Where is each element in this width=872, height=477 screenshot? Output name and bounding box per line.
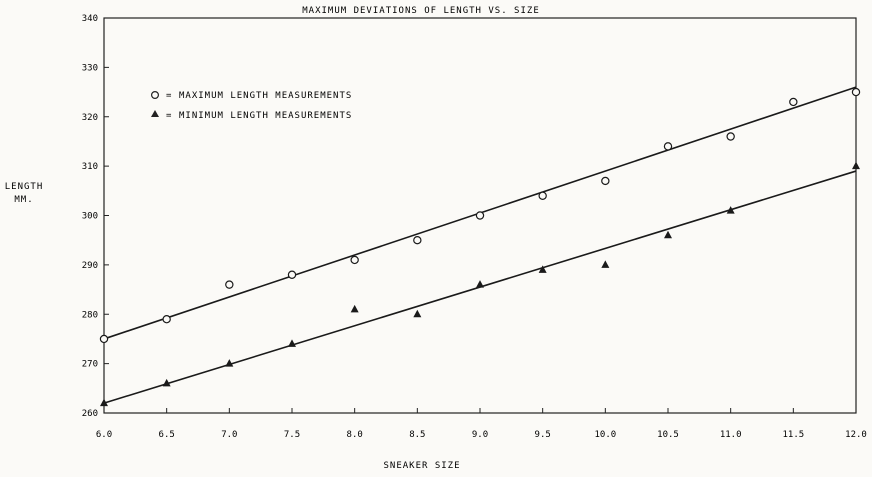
x-tick-label: 11.0 <box>720 430 742 440</box>
x-tick-label: 8.5 <box>409 430 425 440</box>
point-min <box>288 339 296 347</box>
x-tick-label: 9.0 <box>472 430 488 440</box>
chart-title: MAXIMUM DEVIATIONS OF LENGTH VS. SIZE <box>302 6 539 16</box>
legend: = MAXIMUM LENGTH MEASUREMENTS = MINIMUM … <box>151 90 352 121</box>
point-max <box>99 334 109 344</box>
y-axis-ticks: 260 270 280 290 300 310 320 330 340 <box>82 14 109 419</box>
legend-eq-min: = <box>166 111 172 121</box>
point-max <box>287 270 297 279</box>
point-max <box>538 191 547 200</box>
x-tick-label: 10.5 <box>657 430 679 440</box>
y-tick-label: 290 <box>82 261 98 271</box>
x-tick-label: 7.5 <box>284 430 300 440</box>
point-max <box>851 87 861 97</box>
x-axis-ticks: 6.0 6.5 7.0 7.5 8.0 8.5 9.0 9.5 10.0 10.5 11.0 11.5… <box>96 408 867 440</box>
point-min <box>476 280 484 288</box>
x-axis-label: SNEAKER SIZE <box>383 461 460 471</box>
legend-label-max: MAXIMUM LENGTH MEASUREMENTS <box>179 91 352 101</box>
x-tick-label: 12.0 <box>845 430 867 440</box>
x-tick-label: 6.0 <box>96 430 112 440</box>
point-max <box>726 132 735 141</box>
legend-marker-max <box>151 90 160 99</box>
y-tick-label: 320 <box>82 113 98 123</box>
y-tick-label: 260 <box>82 409 98 419</box>
point-min <box>538 265 547 273</box>
legend-eq-max: = <box>166 91 172 101</box>
point-max <box>413 235 422 245</box>
y-tick-label: 340 <box>82 14 98 24</box>
y-tick-label: 310 <box>82 162 98 172</box>
point-max <box>162 314 171 324</box>
point-max <box>225 280 234 289</box>
point-min <box>162 378 171 387</box>
y-tick-label: 270 <box>82 360 98 370</box>
y-tick-label: 300 <box>82 212 98 222</box>
point-max <box>601 176 610 186</box>
point-min <box>664 230 672 239</box>
legend-marker-min <box>151 110 159 117</box>
point-max <box>350 255 359 265</box>
y-tick-label: 280 <box>82 310 98 320</box>
point-min <box>100 398 108 407</box>
x-tick-label: 8.0 <box>347 430 363 440</box>
point-min <box>852 161 860 170</box>
point-max <box>475 211 485 220</box>
y-axis-label: LENGTH MM. <box>5 182 44 205</box>
point-max <box>663 142 673 151</box>
point-min <box>350 304 359 313</box>
point-min <box>726 206 735 214</box>
fit-lines <box>103 86 857 404</box>
point-min <box>225 359 234 367</box>
x-tick-label: 11.5 <box>782 430 804 440</box>
point-min <box>601 260 610 268</box>
data-markers <box>99 87 861 407</box>
x-tick-label: 10.0 <box>594 430 616 440</box>
point-max <box>789 97 798 107</box>
point-min <box>413 309 422 318</box>
x-tick-label: 9.5 <box>535 430 551 440</box>
x-tick-label: 7.0 <box>221 430 237 440</box>
x-tick-label: 6.5 <box>159 430 175 440</box>
y-tick-label: 330 <box>82 63 98 73</box>
legend-label-min: MINIMUM LENGTH MEASUREMENTS <box>179 111 352 121</box>
